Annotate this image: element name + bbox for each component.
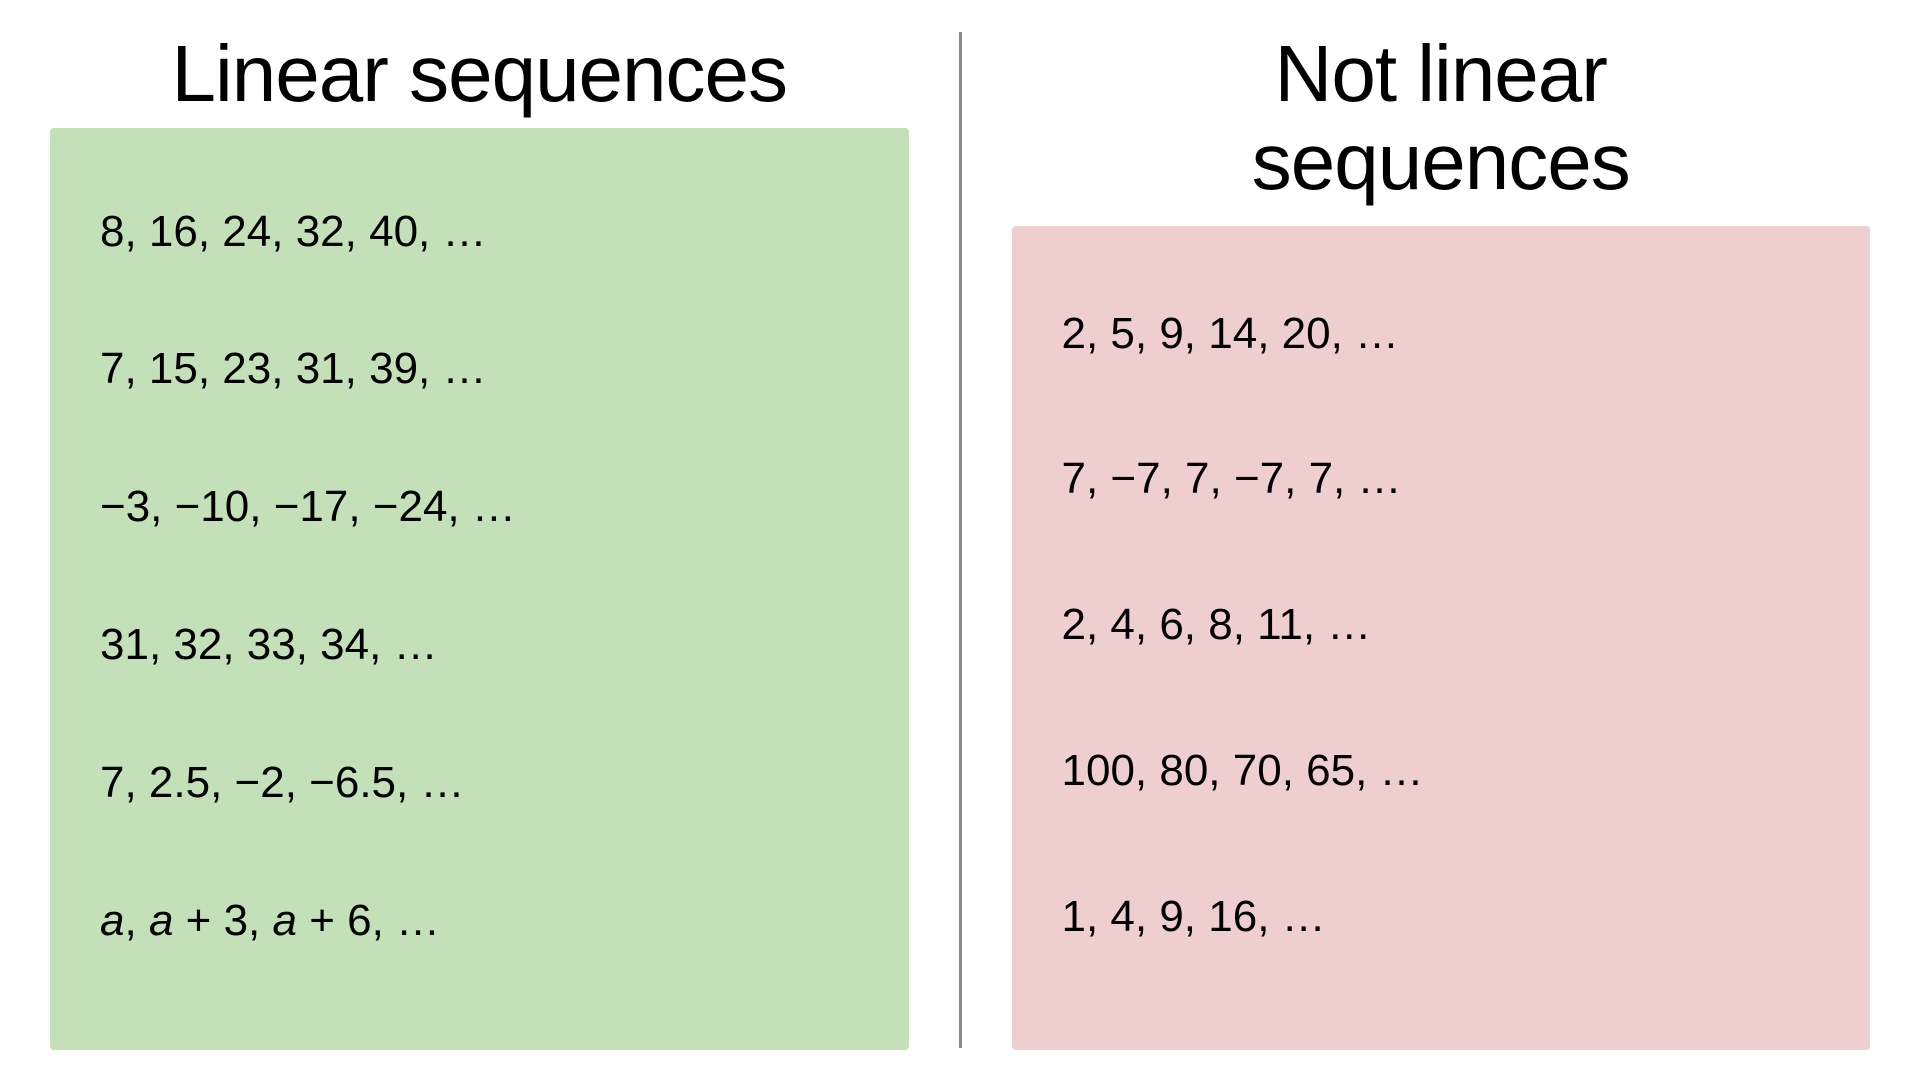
sequence-item: −3, −10, −17, −24, … <box>100 481 859 534</box>
right-heading-line2: sequences <box>1252 117 1630 206</box>
variable-a: a <box>149 896 173 945</box>
right-column: Not linear sequences 2, 5, 9, 14, 20, … … <box>962 0 1920 1080</box>
sequence-item: 7, 15, 23, 31, 39, … <box>100 343 859 396</box>
sequence-item: 2, 4, 6, 8, 11, … <box>1062 599 1821 652</box>
seq-text: + 3, <box>173 896 272 945</box>
left-column: Linear sequences 8, 16, 24, 32, 40, … 7,… <box>0 0 959 1080</box>
slide-container: Linear sequences 8, 16, 24, 32, 40, … 7,… <box>0 0 1920 1080</box>
right-panel: 2, 5, 9, 14, 20, … 7, −7, 7, −7, 7, … 2,… <box>1012 226 1871 1050</box>
sequence-item: 2, 5, 9, 14, 20, … <box>1062 308 1821 361</box>
sequence-item: 8, 16, 24, 32, 40, … <box>100 206 859 259</box>
sequence-item: 7, 2.5, −2, −6.5, … <box>100 757 859 810</box>
seq-text: + 6, … <box>297 896 440 945</box>
left-heading: Linear sequences <box>50 30 909 118</box>
left-panel: 8, 16, 24, 32, 40, … 7, 15, 23, 31, 39, … <box>50 128 909 1050</box>
right-heading: Not linear sequences <box>1012 30 1871 206</box>
sequence-item: 7, −7, 7, −7, 7, … <box>1062 453 1821 506</box>
variable-a: a <box>100 896 124 945</box>
sequence-item-algebraic: a, a + 3, a + 6, … <box>100 895 859 948</box>
sequence-item: 1, 4, 9, 16, … <box>1062 891 1821 944</box>
sequence-item: 31, 32, 33, 34, … <box>100 619 859 672</box>
sequence-item: 100, 80, 70, 65, … <box>1062 745 1821 798</box>
variable-a: a <box>273 896 297 945</box>
seq-text: , <box>124 896 148 945</box>
right-heading-line1: Not linear <box>1275 29 1607 118</box>
